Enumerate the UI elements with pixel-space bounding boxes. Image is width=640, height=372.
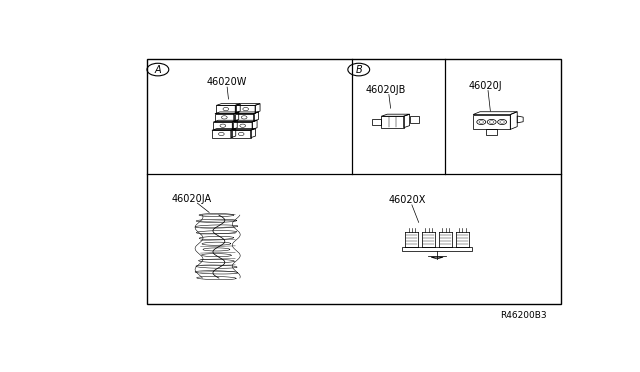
Bar [147,59,561,304]
Bar [235,114,253,121]
Bar [473,115,510,129]
Text: B: B [355,65,362,74]
Text: 46020JA: 46020JA [172,194,212,204]
Bar [212,130,231,138]
Text: 46020J: 46020J [468,81,502,91]
Bar [232,130,251,138]
Bar [213,122,232,129]
Text: 46020JB: 46020JB [366,84,406,94]
Text: 46020X: 46020X [388,195,426,205]
Text: R46200B3: R46200B3 [500,311,547,320]
Bar [381,116,404,128]
Bar [403,247,472,251]
Text: A: A [154,65,161,74]
Bar [486,129,497,135]
Bar [236,105,255,113]
Bar [233,122,252,129]
Text: 46020W: 46020W [206,77,246,87]
Bar [216,105,236,113]
Bar [215,114,234,121]
